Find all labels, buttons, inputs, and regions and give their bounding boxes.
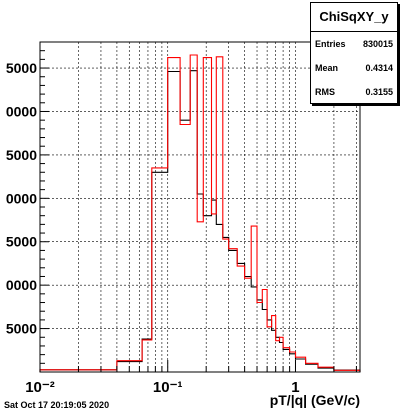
stats-box: ChiSqXY_y Entries 830015 Mean 0.4314 RMS…	[310, 2, 398, 104]
stats-title: ChiSqXY_y	[311, 3, 397, 32]
stats-row-entries: Entries 830015	[311, 32, 397, 56]
grid-lines	[39, 42, 360, 372]
series-1-step-line	[39, 54, 361, 372]
y-tick-label: 0000	[6, 190, 37, 206]
axis-ticks	[39, 50, 357, 372]
stats-row-rms: RMS 0.3155	[311, 80, 397, 104]
axis-labels: 5000 0000 5000 0000 5000 0000 5000 10⁻² 10⁻¹ 1	[6, 60, 300, 396]
stats-label-mean: Mean	[315, 63, 339, 73]
stats-label-entries: Entries	[315, 39, 346, 49]
y-tick-label: 5000	[6, 234, 37, 250]
y-tick-label: 5000	[6, 147, 37, 163]
x-tick-label: 10⁻¹	[153, 379, 183, 396]
y-tick-label: 5000	[6, 60, 37, 76]
stats-value-entries: 830015	[362, 39, 393, 49]
x-tick-label: 10⁻²	[25, 379, 55, 396]
stats-value-mean: 0.4314	[365, 63, 393, 73]
y-tick-label: 0000	[6, 277, 37, 293]
timestamp-label: Sat Oct 17 20:19:05 2020	[4, 400, 110, 410]
series-layer	[39, 54, 361, 372]
stats-value-rms: 0.3155	[365, 87, 393, 97]
x-tick-label: 1	[291, 379, 299, 396]
y-tick-label: 5000	[6, 321, 37, 337]
stats-label-rms: RMS	[315, 87, 335, 97]
x-axis-title: pT/|q| (GeV/c)	[269, 392, 360, 408]
y-tick-label: 0000	[6, 103, 37, 119]
stats-row-mean: Mean 0.4314	[311, 56, 397, 80]
